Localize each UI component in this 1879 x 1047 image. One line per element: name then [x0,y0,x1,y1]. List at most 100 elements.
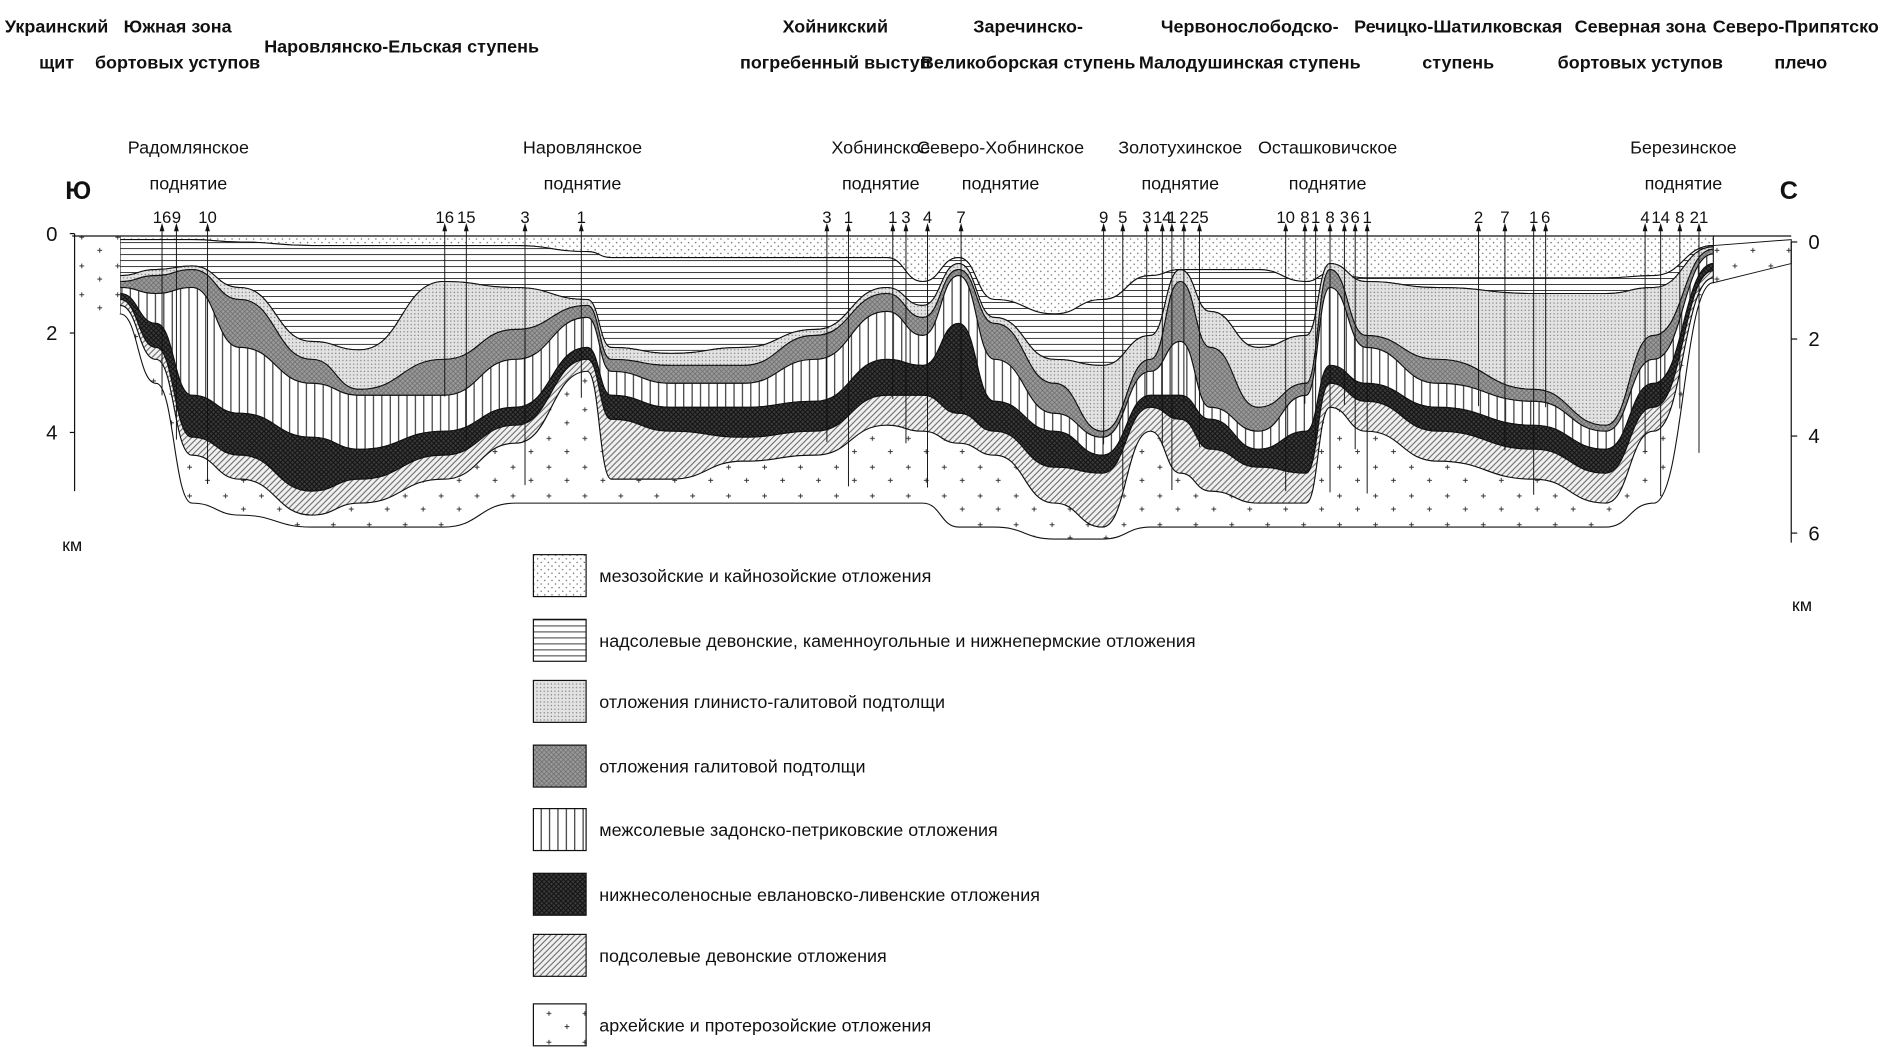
well-number: 1 [844,208,853,227]
uplift-label-line: Золотухинское [1118,137,1242,157]
well-number: 4 [923,208,932,227]
well-number: 10 [1276,208,1295,227]
legend-label: отложения глинисто-галитовой подтолщи [599,692,945,712]
zone-label-line: Южная зона [124,16,233,36]
zone-label: Наровлянско-Ельская ступень [264,37,539,57]
uplift-label: Радомлянскоеподнятие [128,137,249,193]
well-number: 3 [520,208,529,227]
zone-label-line: Заречинско- [973,16,1083,36]
zone-label-line: бортовых уступов [1558,52,1723,72]
axis-unit: км [62,535,82,555]
uplift-label: Березинское поднятие [1630,137,1737,193]
zone-label-line: Северо-Припятское [1713,16,1879,36]
zone-label: Северная зона бортовых уступов [1558,16,1723,72]
well-number: 1 [888,208,897,227]
legend-swatch [533,873,586,915]
legend-swatch [533,809,586,851]
shield-left [72,236,120,314]
well-number: 1 [1529,208,1538,227]
direction-right: С [1780,177,1798,205]
well-number: 1 [1363,208,1372,227]
zone-label-line: Малодушинская ступень [1139,52,1361,72]
uplift-label-line: Осташковичское [1258,137,1397,157]
zone-label-line: Наровлянско-Ельская ступень [264,37,539,57]
legend-label: нижнесоленосные евлановско-ливенские отл… [599,885,1040,905]
zone-label-line: Северная зона [1575,16,1707,36]
legend-swatch [533,555,586,597]
well-number: 10 [198,208,217,227]
tick-label: 2 [46,323,57,345]
legend-label: мезозойские и кайнозойские отложения [599,566,931,586]
legend-label: архейские и протерозойские отложения [599,1015,931,1035]
direction-left: Ю [65,177,91,205]
zone-label: Южная зона бортовых уступов [95,16,260,72]
uplift-label-line: поднятие [150,173,228,193]
legend-swatch [533,1004,586,1046]
well-number: 7 [1500,208,1509,227]
well-number: 16 [435,208,454,227]
legend-swatch [533,680,586,722]
uplift-label-line: поднятие [1645,173,1723,193]
zone-label: Северо-Припятское плечо [1713,16,1879,72]
uplift-label: Наровлянское поднятие [523,137,642,193]
uplift-label-line: Наровлянское [523,137,642,157]
uplift-label-line: Березинское [1630,137,1737,157]
uplift-label-line: поднятие [544,173,622,193]
legend-label: надсолевые девонские, каменноугольные и … [599,631,1195,651]
zone-label-line: плечо [1774,52,1827,72]
well-number: 6 [1351,208,1360,227]
legend-label: межсолевые задонско-петриковские отложен… [599,820,997,840]
well-number: 4 [1640,208,1649,227]
zone-label-line: Украинский [5,16,108,36]
well-number: 3 [901,208,910,227]
well-number: 3 [822,208,831,227]
tick-label: 0 [1808,232,1819,254]
well-number: 25 [1190,208,1209,227]
well-number: 9 [1099,208,1108,227]
well-number: 1 [577,208,586,227]
axis-unit: км [1792,595,1812,615]
zone-label: Украинский щит [5,16,108,72]
well-number: 1 [1167,208,1176,227]
zone-label-line: Червонослободско- [1161,16,1339,36]
well-number: 2 [1474,208,1483,227]
legend-label: подсолевые девонские отложения [599,946,887,966]
uplift-label-line: Северо-Хобнинское [917,137,1084,157]
tick-label: 4 [1808,426,1819,448]
zone-label-line: Хойникский [783,16,888,36]
zone-label-line: щит [39,52,74,72]
shield-right [1713,240,1791,283]
uplift-label-line: поднятие [962,173,1040,193]
well-number: 2 [1179,208,1188,227]
well-number: 6 [1541,208,1550,227]
zone-label: Речицко-Шатилковскаяступень [1354,16,1562,72]
zone-label: Червонослободско- Малодушинская ступень [1139,16,1361,72]
tick-label: 4 [46,423,57,445]
uplift-label: Золотухинское поднятие [1118,137,1242,193]
legend-label: отложения галитовой подтолщи [599,757,865,777]
well-number: 15 [457,208,476,227]
uplift-label: Северо-Хобнинское поднятие [917,137,1084,193]
well-number: 21 [1690,208,1709,227]
uplift-label-line: поднятие [1141,173,1219,193]
well-number: 8 [1325,208,1334,227]
well-number: 16 [153,208,172,227]
zone-label-line: погребенный выступ [740,52,931,72]
well-number: 3 [1340,208,1349,227]
well-number: 7 [956,208,965,227]
uplift-label: Осташковичское поднятие [1258,137,1397,193]
well-number: 8 [1300,208,1309,227]
zone-label-line: ступень [1422,52,1494,72]
zone-label-line: бортовых уступов [95,52,260,72]
tick-label: 0 [46,224,57,246]
well-number: 9 [172,208,181,227]
uplift-label-line: поднятие [1289,173,1367,193]
uplift-label-line: Хобнинское [831,137,930,157]
zone-label: Заречинско-Великоборская ступень [921,16,1135,72]
legend-swatch [533,934,586,976]
section-diagram: 1691016153131134795314122510818361271641… [0,0,1879,1047]
tick-label: 6 [1808,523,1819,545]
legend-swatch [533,619,586,661]
well-number: 1 [1311,208,1320,227]
